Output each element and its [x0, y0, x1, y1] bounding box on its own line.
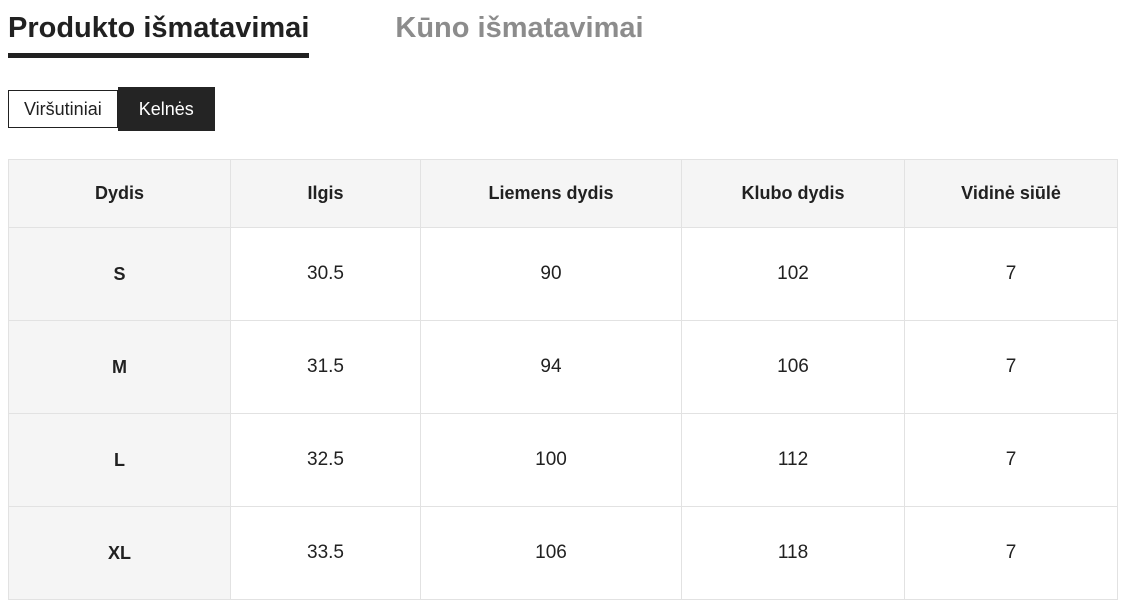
value-cell: 118	[681, 506, 905, 600]
value-cell: 106	[420, 506, 682, 600]
value-cell: 112	[681, 413, 905, 507]
size-table: Dydis Ilgis Liemens dydis Klubo dydis Vi…	[8, 159, 1118, 600]
size-cell: M	[8, 320, 231, 414]
table-row: L 32.5 100 112 7	[8, 413, 1118, 507]
toggle-tops[interactable]: Viršutiniai	[8, 90, 118, 128]
column-header-hip: Klubo dydis	[681, 159, 905, 228]
value-cell: 31.5	[230, 320, 421, 414]
size-cell: L	[8, 413, 231, 507]
value-cell: 7	[904, 320, 1118, 414]
value-cell: 33.5	[230, 506, 421, 600]
value-cell: 102	[681, 227, 905, 321]
column-header-waist: Liemens dydis	[420, 159, 682, 228]
column-header-inner-seam: Vidinė siūlė	[904, 159, 1118, 228]
value-cell: 106	[681, 320, 905, 414]
tab-body-measurements[interactable]: Kūno išmatavimai	[395, 12, 644, 44]
table-row: M 31.5 94 106 7	[8, 320, 1118, 414]
value-cell: 90	[420, 227, 682, 321]
value-cell: 7	[904, 413, 1118, 507]
column-header-length: Ilgis	[230, 159, 421, 228]
tab-product-measurements[interactable]: Produkto išmatavimai	[8, 10, 310, 58]
table-row: S 30.5 90 102 7	[8, 227, 1118, 321]
toggle-pants[interactable]: Kelnės	[117, 87, 215, 131]
size-cell: XL	[8, 506, 231, 600]
size-cell: S	[8, 227, 231, 321]
value-cell: 94	[420, 320, 682, 414]
value-cell: 7	[904, 506, 1118, 600]
table-body: S 30.5 90 102 7 M 31.5 94 106 7 L 32.5 100 112 7 XL 33.5…	[8, 227, 1118, 600]
value-cell: 7	[904, 227, 1118, 321]
value-cell: 30.5	[230, 227, 421, 321]
column-header-size: Dydis	[8, 159, 231, 228]
table-row: XL 33.5 106 118 7	[8, 506, 1118, 600]
header-row: Dydis Ilgis Liemens dydis Klubo dydis Vi…	[8, 159, 1118, 228]
value-cell: 100	[420, 413, 682, 507]
size-table-head: Dydis Ilgis Liemens dydis Klubo dydis Vi…	[8, 159, 1118, 228]
measurement-tabs: Produkto išmatavimai Kūno išmatavimai	[8, 10, 1117, 58]
garment-type-toggle: Viršutiniai Kelnės	[8, 87, 1117, 131]
value-cell: 32.5	[230, 413, 421, 507]
